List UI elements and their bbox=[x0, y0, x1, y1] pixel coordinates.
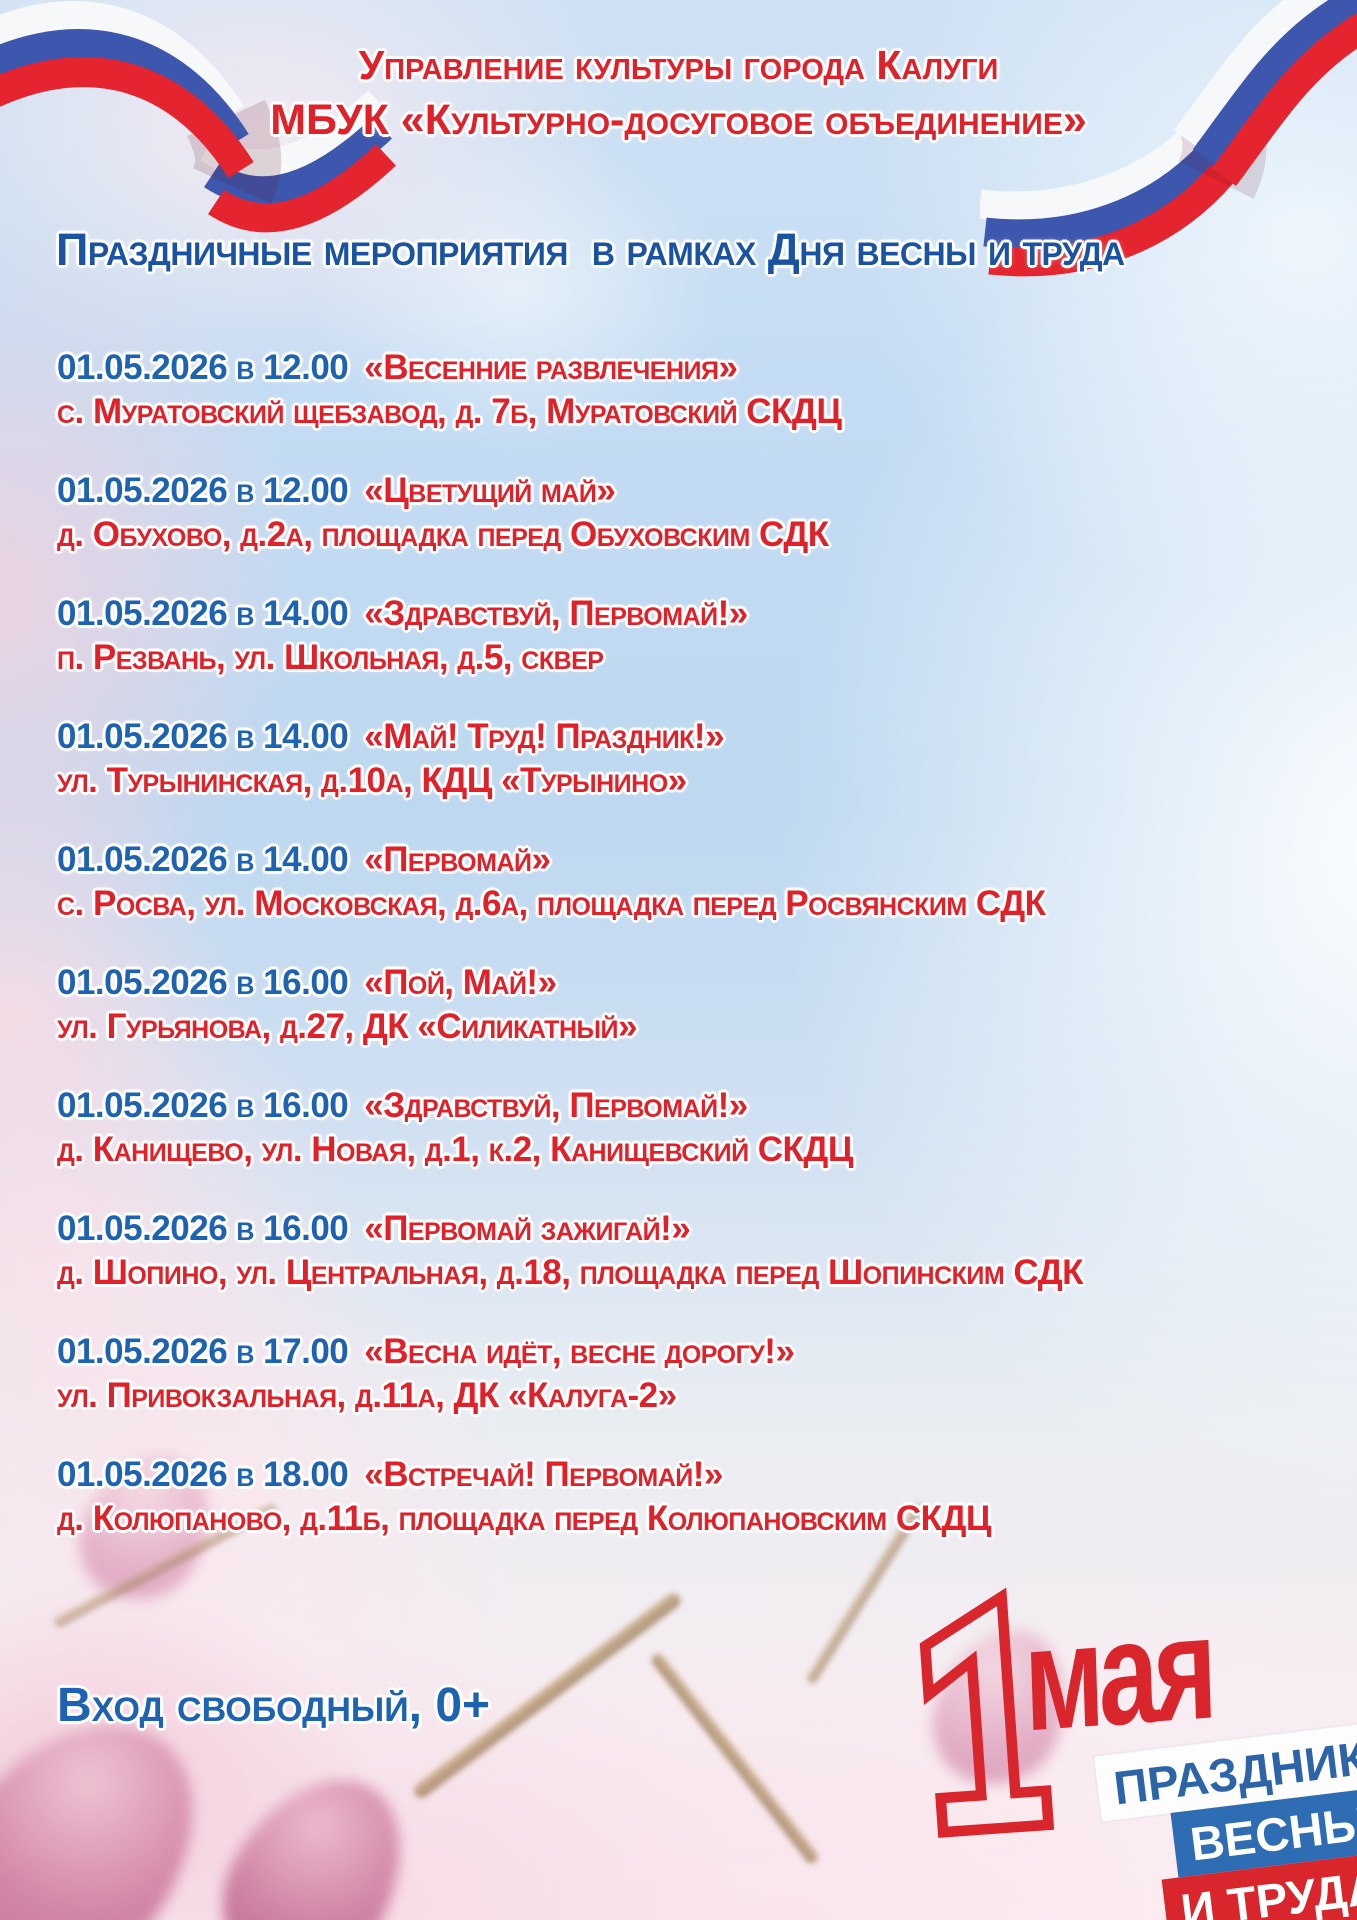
event-name: «Пой, Май!» bbox=[364, 963, 557, 1002]
event-datetime: 01.05.2026 в 14.00 bbox=[57, 717, 349, 756]
event-item: 01.05.2026 в 18.00 «Встречай! Первомай!» … bbox=[57, 1453, 1327, 1541]
event-headline: 01.05.2026 в 16.00 «Первомай зажигай!» bbox=[57, 1207, 1327, 1251]
event-item: 01.05.2026 в 17.00 «Весна идёт, весне дор… bbox=[57, 1330, 1327, 1418]
event-item: 01.05.2026 в 16.00 «Первомай зажигай!» д.… bbox=[57, 1207, 1327, 1295]
event-datetime: 01.05.2026 в 17.00 bbox=[57, 1332, 349, 1371]
event-name: «Весна идёт, весне дорогу!» bbox=[364, 1332, 795, 1371]
event-headline: 01.05.2026 в 14.00 «Здравствуй, Первомай!… bbox=[57, 592, 1327, 636]
event-name: «Весенние развлечения» bbox=[364, 348, 738, 387]
event-location: д. Обухово, д.2а, площадка перед Обуховс… bbox=[57, 515, 829, 554]
event-location: п. Резвань, ул. Школьная, д.5, сквер bbox=[57, 638, 604, 677]
event-name: «Первомай зажигай!» bbox=[364, 1209, 691, 1248]
event-name: «Май! Труд! Праздник!» bbox=[364, 717, 725, 756]
event-item: 01.05.2026 в 12.00 «Весенние развлечения»… bbox=[57, 346, 1327, 434]
organization-unit: МБУК «Культурно-досуговое объединение» bbox=[270, 96, 1087, 144]
event-name: «Цветущий май» bbox=[364, 471, 616, 510]
event-datetime: 01.05.2026 в 12.00 bbox=[57, 348, 349, 387]
event-headline: 01.05.2026 в 16.00 «Пой, Май!» bbox=[57, 961, 1327, 1005]
event-datetime: 01.05.2026 в 16.00 bbox=[57, 1086, 349, 1125]
event-location: с. Росва, ул. Московская, д.6а, площадка… bbox=[57, 884, 1046, 923]
event-headline: 01.05.2026 в 12.00 «Весенние развлечения» bbox=[57, 346, 1327, 390]
event-item: 01.05.2026 в 14.00 «Здравствуй, Первомай!… bbox=[57, 592, 1327, 680]
page-title: Праздничные мероприятия в рамках Дня вес… bbox=[56, 224, 1125, 275]
event-datetime: 01.05.2026 в 16.00 bbox=[57, 963, 349, 1002]
event-item: 01.05.2026 в 14.00 «Первомай» с. Росва, у… bbox=[57, 838, 1327, 926]
event-headline: 01.05.2026 в 18.00 «Встречай! Первомай!» bbox=[57, 1453, 1327, 1497]
event-item: 01.05.2026 в 16.00 «Здравствуй, Первомай!… bbox=[57, 1084, 1327, 1172]
event-item: 01.05.2026 в 12.00 «Цветущий май» д. Обух… bbox=[57, 469, 1327, 557]
event-headline: 01.05.2026 в 14.00 «Май! Труд! Праздник!» bbox=[57, 715, 1327, 759]
event-location: д. Колюпаново, д.11б, площадка перед Кол… bbox=[57, 1499, 991, 1538]
event-datetime: 01.05.2026 в 12.00 bbox=[57, 471, 349, 510]
logo-month-text: мая bbox=[1021, 1584, 1216, 1762]
event-location: ул. Гурьянова, д.27, ДК «Силикатный» bbox=[57, 1007, 637, 1046]
event-headline: 01.05.2026 в 12.00 «Цветущий май» bbox=[57, 469, 1327, 513]
numeral-one-icon bbox=[919, 1587, 1055, 1838]
event-location: д. Шопино, ул. Центральная, д.18, площад… bbox=[57, 1253, 1084, 1292]
event-datetime: 01.05.2026 в 14.00 bbox=[57, 840, 349, 879]
event-headline: 01.05.2026 в 14.00 «Первомай» bbox=[57, 838, 1327, 882]
event-location: д. Канищево, ул. Новая, д.1, к.2, Канище… bbox=[57, 1130, 853, 1169]
may-1-logo: мая ПРАЗДНИК ВЕСНЫ И ТРУДА bbox=[740, 1540, 1357, 1920]
event-item: 01.05.2026 в 14.00 «Май! Труд! Праздник!»… bbox=[57, 715, 1327, 803]
event-location: ул. Привокзальная, д.11а, ДК «Калуга-2» bbox=[57, 1376, 677, 1415]
event-name: «Здравствуй, Первомай!» bbox=[364, 594, 748, 633]
event-datetime: 01.05.2026 в 14.00 bbox=[57, 594, 349, 633]
event-headline: 01.05.2026 в 16.00 «Здравствуй, Первомай!… bbox=[57, 1084, 1327, 1128]
event-name: «Здравствуй, Первомай!» bbox=[364, 1086, 748, 1125]
event-location: с. Муратовский щебзавод, д. 7б, Муратовс… bbox=[57, 392, 842, 431]
event-headline: 01.05.2026 в 17.00 «Весна идёт, весне дор… bbox=[57, 1330, 1327, 1374]
organization-name: Управление культуры города Калуги bbox=[358, 42, 999, 88]
admission-note: Вход свободный, 0+ bbox=[57, 1679, 491, 1732]
event-item: 01.05.2026 в 16.00 «Пой, Май!» ул. Гурьян… bbox=[57, 961, 1327, 1049]
events-list: 01.05.2026 в 12.00 «Весенние развлечения»… bbox=[57, 346, 1327, 1576]
event-datetime: 01.05.2026 в 16.00 bbox=[57, 1209, 349, 1248]
event-name: «Встречай! Первомай!» bbox=[364, 1455, 723, 1494]
event-datetime: 01.05.2026 в 18.00 bbox=[57, 1455, 349, 1494]
event-location: ул. Турынинская, д.10а, КДЦ «Турынино» bbox=[57, 761, 687, 800]
event-name: «Первомай» bbox=[364, 840, 551, 879]
logo-banner: ПРАЗДНИК ВЕСНЫ И ТРУДА bbox=[1094, 1722, 1357, 1920]
